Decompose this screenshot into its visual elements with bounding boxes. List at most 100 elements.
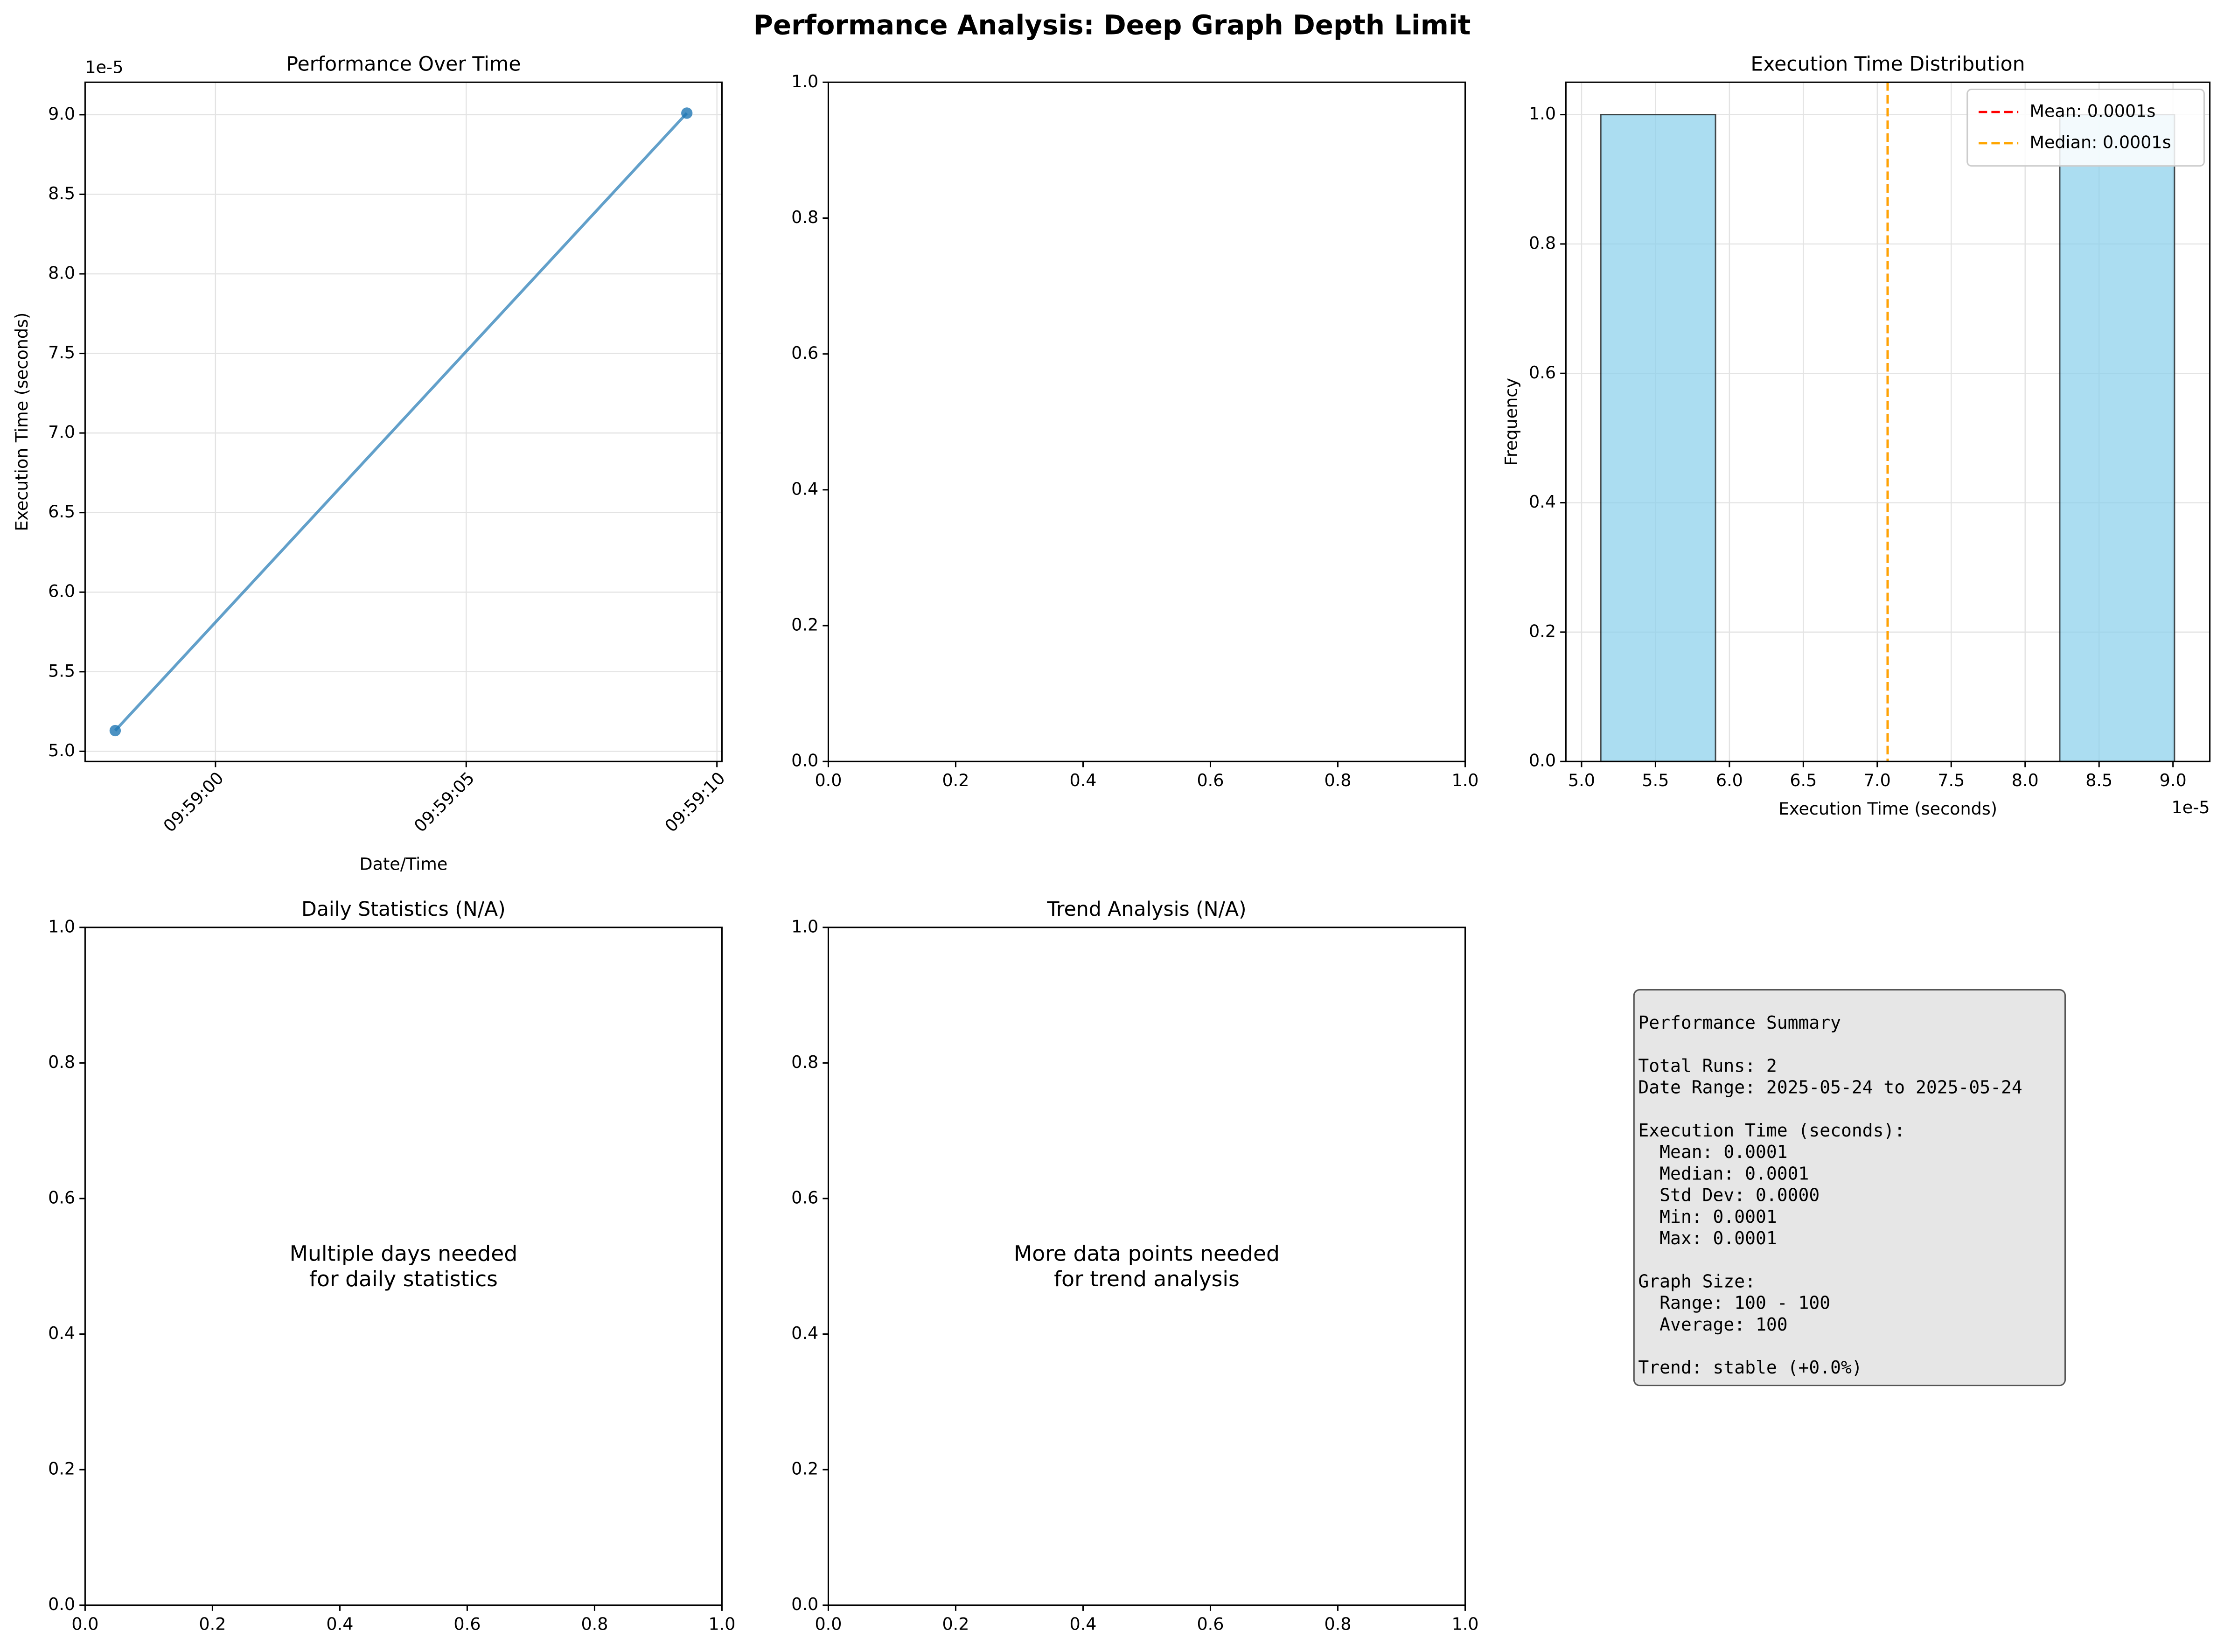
axes-title: Execution Time Distribution <box>1750 53 2025 76</box>
y-tick-label: 1.0 <box>1529 104 1556 124</box>
y-tick-label: 0.2 <box>48 1459 75 1479</box>
x-tick-label: 7.0 <box>1864 770 1891 790</box>
summary-line: Max: 0.0001 <box>1638 1228 1777 1248</box>
y-tick-label: 0.8 <box>48 1052 75 1072</box>
y-tick-label: 7.0 <box>48 422 75 442</box>
x-tick-label: 6.0 <box>1716 770 1743 790</box>
x-tick-label: 6.5 <box>1790 770 1817 790</box>
annotation: More data points needed <box>1014 1241 1280 1266</box>
summary-box <box>1633 989 2066 1387</box>
y-tick-label: 1.0 <box>48 916 75 936</box>
x-tick-label: 5.0 <box>1568 770 1595 790</box>
y-tick-label: 0.0 <box>48 1594 75 1614</box>
annotation: for daily statistics <box>309 1267 498 1291</box>
x-tick-label: 0.8 <box>581 1614 608 1634</box>
y-axis-label: Execution Time (seconds) <box>12 313 32 531</box>
axes-frame <box>827 927 1466 1606</box>
y-tick-label: 0.2 <box>1529 621 1556 641</box>
summary-line: Range: 100 - 100 <box>1638 1293 1830 1313</box>
y-tick-label: 0.6 <box>1529 362 1556 383</box>
legend-box <box>1966 88 2205 167</box>
y-tick-label: 0.4 <box>48 1323 75 1343</box>
x-axis-label: Execution Time (seconds) <box>1778 799 1997 819</box>
y-tick-label: 0.8 <box>1529 233 1556 253</box>
x-tick-label: 1.0 <box>708 1614 735 1634</box>
summary-line: Total Runs: 2 <box>1638 1055 1777 1076</box>
histogram-bar <box>1600 114 1716 762</box>
y-tick-label: 6.0 <box>48 581 75 601</box>
x-tick-label: 1.0 <box>1452 770 1479 790</box>
summary-line: Graph Size: <box>1638 1271 1756 1291</box>
y-tick-label: 8.0 <box>48 263 75 283</box>
x-tick-label: 9.0 <box>2160 770 2187 790</box>
x-tick-label: 0.2 <box>199 1614 226 1634</box>
y-tick-label: 0.6 <box>791 343 818 363</box>
x-tick-label: 0.8 <box>1324 1614 1351 1634</box>
axes-title: Performance Over Time <box>286 53 521 76</box>
x-offset-label: 1e-5 <box>2172 797 2210 817</box>
x-tick-label: 0.6 <box>1197 1614 1224 1634</box>
x-tick-label: 8.5 <box>2085 770 2112 790</box>
x-tick-label: 0.8 <box>1324 770 1351 790</box>
legend-label: Median: 0.0001s <box>2029 132 2171 152</box>
summary-line: Min: 0.0001 <box>1638 1206 1777 1227</box>
axes-title: Trend Analysis (N/A) <box>1046 898 1246 921</box>
y-tick-label: 0.0 <box>1529 751 1556 771</box>
x-tick-label: 0.0 <box>815 1614 842 1634</box>
legend-label: Mean: 0.0001s <box>2029 101 2155 121</box>
y-tick-label: 0.4 <box>791 1323 818 1343</box>
y-tick-label: 9.0 <box>48 104 75 124</box>
x-tick-label: 0.4 <box>1069 770 1096 790</box>
y-tick-label: 0.6 <box>791 1187 818 1207</box>
summary-line: Execution Time (seconds): <box>1638 1120 1905 1141</box>
x-tick-label: 0.0 <box>71 1614 98 1634</box>
x-axis-label: Date/Time <box>360 854 448 874</box>
summary-line: Std Dev: 0.0000 <box>1638 1185 1820 1206</box>
data-point <box>681 107 693 119</box>
y-tick-label: 0.2 <box>791 1459 818 1479</box>
x-tick-label: 0.4 <box>326 1614 353 1634</box>
x-tick-label: 0.0 <box>815 770 842 790</box>
x-tick-label: 8.0 <box>2012 770 2039 790</box>
y-tick-label: 6.5 <box>48 502 75 522</box>
summary-line: Date Range: 2025-05-24 to 2025-05-24 <box>1638 1077 2022 1098</box>
summary-line: Median: 0.0001 <box>1638 1163 1809 1184</box>
y-tick-label: 0.2 <box>791 615 818 635</box>
x-tick-label: 0.4 <box>1069 1614 1096 1634</box>
y-offset-label: 1e-5 <box>85 57 123 77</box>
x-tick-label: 0.6 <box>1197 770 1224 790</box>
y-tick-label: 1.0 <box>791 916 818 936</box>
summary-line: Trend: stable (+0.0%) <box>1638 1357 1862 1378</box>
x-tick-label: 7.5 <box>1938 770 1965 790</box>
annotation: Multiple days needed <box>290 1241 518 1266</box>
y-tick-label: 5.5 <box>48 661 75 681</box>
figure-title: Performance Analysis: Deep Graph Depth L… <box>753 9 1471 41</box>
data-line <box>114 112 688 732</box>
y-tick-label: 0.0 <box>791 751 818 771</box>
histogram-bar <box>2059 114 2175 762</box>
y-tick-label: 5.0 <box>48 740 75 760</box>
axes-frame <box>84 927 723 1606</box>
y-tick-label: 0.8 <box>791 1052 818 1072</box>
y-tick-label: 1.0 <box>791 71 818 91</box>
y-tick-label: 0.4 <box>1529 492 1556 512</box>
y-tick-label: 7.5 <box>48 342 75 362</box>
x-tick-label: 0.2 <box>942 770 969 790</box>
y-tick-label: 0.0 <box>791 1594 818 1614</box>
y-axis-label: Frequency <box>1501 378 1521 466</box>
y-tick-label: 8.5 <box>48 183 75 203</box>
y-tick-label: 0.6 <box>48 1187 75 1207</box>
summary-line: Mean: 0.0001 <box>1638 1142 1787 1162</box>
summary-line: Performance Summary <box>1638 1012 1841 1033</box>
axes-frame <box>84 81 723 762</box>
y-tick-label: 0.8 <box>791 207 818 227</box>
x-tick-label: 1.0 <box>1452 1614 1479 1634</box>
summary-line: Average: 100 <box>1638 1314 1787 1335</box>
y-tick-label: 0.4 <box>791 479 818 499</box>
annotation: for trend analysis <box>1054 1267 1240 1291</box>
axes-frame <box>1565 81 2211 762</box>
data-point <box>109 725 121 737</box>
